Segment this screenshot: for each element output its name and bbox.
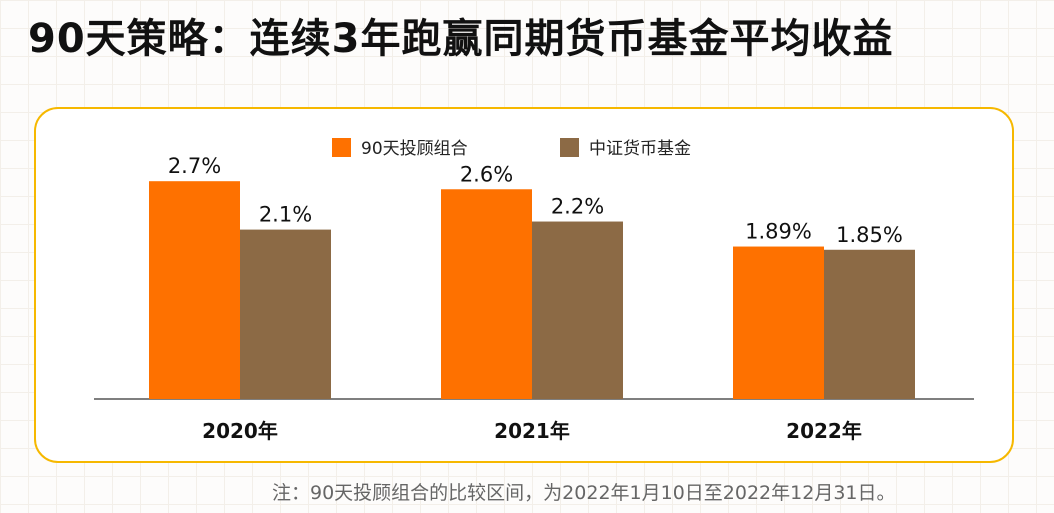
data-label-series2-2: 2.2% <box>551 195 604 219</box>
bar-series1-2 <box>441 189 532 399</box>
footnote: 注：90天投顾组合的比较区间，为2022年1月10日至2022年12月31日。 <box>272 482 896 504</box>
legend-label-2: 中证货币基金 <box>589 139 691 159</box>
data-label-series1-2: 2.6% <box>460 162 513 186</box>
chart-card: 90天投顾组合 中证货币基金 2.7% 2.1% 2.6% 2.2% 1.89% 1.85%… <box>34 107 1014 463</box>
bar-series1-1 <box>149 181 240 399</box>
bar-chart: 90天投顾组合 中证货币基金 2.7% 2.1% 2.6% 2.2% 1.89% 1.85%… <box>94 138 974 443</box>
data-label-series2-1: 2.1% <box>259 203 312 227</box>
bar-series2-1 <box>240 229 331 399</box>
data-label-series2-3: 1.85% <box>836 223 903 247</box>
data-labels-group: 2.7% 2.1% 2.6% 2.2% 1.89% 1.85% <box>168 154 903 247</box>
category-labels-group: 2020年 2021年 2022年 <box>202 419 862 443</box>
category-label-3: 2022年 <box>786 419 862 443</box>
chart-legend: 90天投顾组合 中证货币基金 <box>332 138 691 159</box>
bar-series2-2 <box>532 221 623 399</box>
page-title: 90天策略：连续3年跑赢同期货币基金平均收益 <box>28 16 894 62</box>
bar-series2-3 <box>824 249 915 399</box>
data-label-series1-3: 1.89% <box>745 220 812 244</box>
bars-group <box>149 181 915 399</box>
legend-swatch-1 <box>332 138 351 157</box>
legend-swatch-2 <box>560 138 579 157</box>
category-label-2: 2021年 <box>494 419 570 443</box>
legend-label-1: 90天投顾组合 <box>361 139 468 159</box>
data-label-series1-1: 2.7% <box>168 154 221 178</box>
bar-series1-3 <box>733 246 824 399</box>
category-label-1: 2020年 <box>202 419 278 443</box>
